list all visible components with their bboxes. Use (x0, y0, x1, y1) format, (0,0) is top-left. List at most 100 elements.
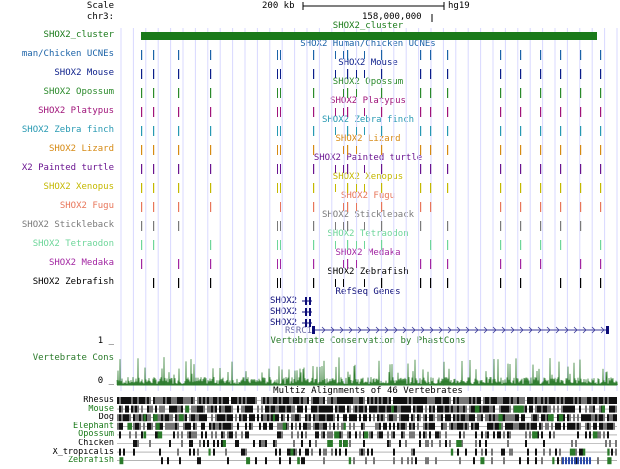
multiz-block (389, 422, 391, 430)
conserved-element (560, 221, 562, 231)
multiz-species-label[interactable]: Mouse (88, 404, 114, 414)
multiz-block (379, 405, 381, 413)
multiz-block (231, 405, 233, 413)
multiz-block (145, 397, 147, 404)
multiz-block (325, 414, 327, 422)
multiz-block (323, 422, 325, 430)
multiz-block (489, 397, 491, 404)
refseq-gene-label[interactable]: RSRC1 (285, 326, 313, 336)
multiz-block (459, 431, 461, 439)
conserved-element (343, 260, 344, 268)
multiz-block (405, 422, 407, 430)
track-label[interactable]: man/Chicken UCNEs (21, 49, 114, 59)
multiz-species-label[interactable]: X_tropicalis (52, 447, 114, 457)
multiz-block (409, 397, 411, 404)
multiz-block (157, 431, 163, 439)
multiz-block (445, 397, 447, 404)
multiz-block (499, 397, 501, 404)
conserved-element (153, 107, 155, 117)
multiz-block (191, 405, 193, 413)
multiz-block (465, 414, 467, 422)
multiz-block (605, 397, 607, 404)
multiz-block (117, 414, 119, 422)
conserved-element (280, 88, 281, 98)
multiz-block (259, 440, 261, 447)
track-label[interactable]: SHOX2 Lizard (48, 144, 114, 154)
multiz-block (203, 422, 205, 430)
multiz-block (473, 457, 475, 465)
multiz-block (567, 397, 569, 404)
multiz-block (345, 397, 347, 404)
multiz-block (537, 431, 539, 439)
conserved-element (313, 183, 315, 193)
multiz-block (361, 448, 363, 456)
multiz-block (531, 422, 533, 430)
track-label[interactable]: SHOX2 Fugu (59, 201, 114, 211)
track-label[interactable]: SHOX2 Zebra finch (21, 125, 114, 135)
multiz-block (451, 422, 453, 430)
multiz-block (552, 457, 555, 465)
multiz-block (245, 431, 247, 439)
multiz-block (371, 431, 373, 439)
conserved-element (520, 145, 522, 155)
track-label[interactable]: SHOX2 Opossum (43, 87, 114, 97)
multiz-block (535, 422, 537, 430)
multiz-block (535, 405, 537, 413)
track-label[interactable]: X2 Painted turtle (21, 163, 114, 173)
conserved-element (560, 145, 562, 155)
multiz-block (457, 397, 459, 404)
multiz-block (197, 414, 199, 422)
track-label[interactable]: SHOX2 Mouse (54, 68, 114, 78)
multiz-block (345, 448, 347, 456)
multiz-block (205, 431, 207, 439)
multiz-block (541, 397, 543, 404)
multiz-species-label[interactable]: Dog (98, 413, 114, 423)
refseq-gene-label[interactable]: SHOX2 (270, 307, 298, 317)
multiz-block (301, 440, 303, 447)
multiz-block (283, 414, 285, 422)
refseq-gene-label[interactable]: SHOX2 (270, 318, 298, 328)
track-label[interactable]: SHOX2 Medaka (48, 258, 114, 268)
multiz-block (221, 397, 223, 404)
multiz-block (541, 431, 543, 439)
conserved-element (430, 145, 432, 155)
multiz-block (601, 422, 603, 430)
multiz-species-label[interactable]: Zebrafish (67, 456, 114, 466)
track-label[interactable]: SHOX2 Tetraodon (32, 239, 114, 249)
multiz-block (405, 397, 407, 404)
multiz-block (339, 440, 342, 447)
multiz-block (411, 448, 413, 456)
multiz-block (405, 405, 407, 413)
multiz-species-label[interactable]: Elephant (73, 421, 114, 431)
multiz-block (283, 405, 285, 413)
multiz-block (273, 405, 275, 413)
multiz-block (169, 405, 171, 413)
multiz-block (367, 448, 369, 456)
multiz-block (337, 414, 339, 422)
conserved-element (430, 202, 432, 212)
multiz-block (331, 431, 333, 439)
track-label[interactable]: SHOX2 Stickleback (21, 220, 114, 230)
multiz-species-label[interactable]: Opossum (78, 430, 114, 440)
track-label[interactable]: SHOX2 Xenopus (43, 182, 114, 192)
multiz-block (125, 414, 127, 422)
track-label[interactable]: SHOX2 Zebrafish (32, 277, 114, 287)
multiz-block (589, 457, 591, 465)
multiz-block (293, 448, 295, 456)
multiz-block (495, 422, 497, 430)
multiz-block (299, 448, 301, 456)
multiz-block (123, 448, 125, 456)
multiz-species-label[interactable]: Rhesus (83, 396, 114, 405)
multiz-species-label[interactable]: Chicken (78, 439, 114, 448)
conserved-element (560, 126, 562, 136)
cons-track-label[interactable]: Vertebrate Cons (32, 353, 114, 363)
scale-bar-text: 200 kb (262, 1, 295, 11)
track-label[interactable]: SHOX2_cluster (43, 30, 114, 40)
refseq-gene-label[interactable]: SHOX2 (270, 296, 298, 306)
multiz-block (295, 422, 297, 430)
track-label[interactable]: SHOX2 Platypus (38, 106, 114, 116)
multiz-block (513, 422, 515, 430)
multiz-block (417, 414, 419, 422)
multiz-block (547, 397, 549, 404)
multiz-block (297, 431, 299, 439)
